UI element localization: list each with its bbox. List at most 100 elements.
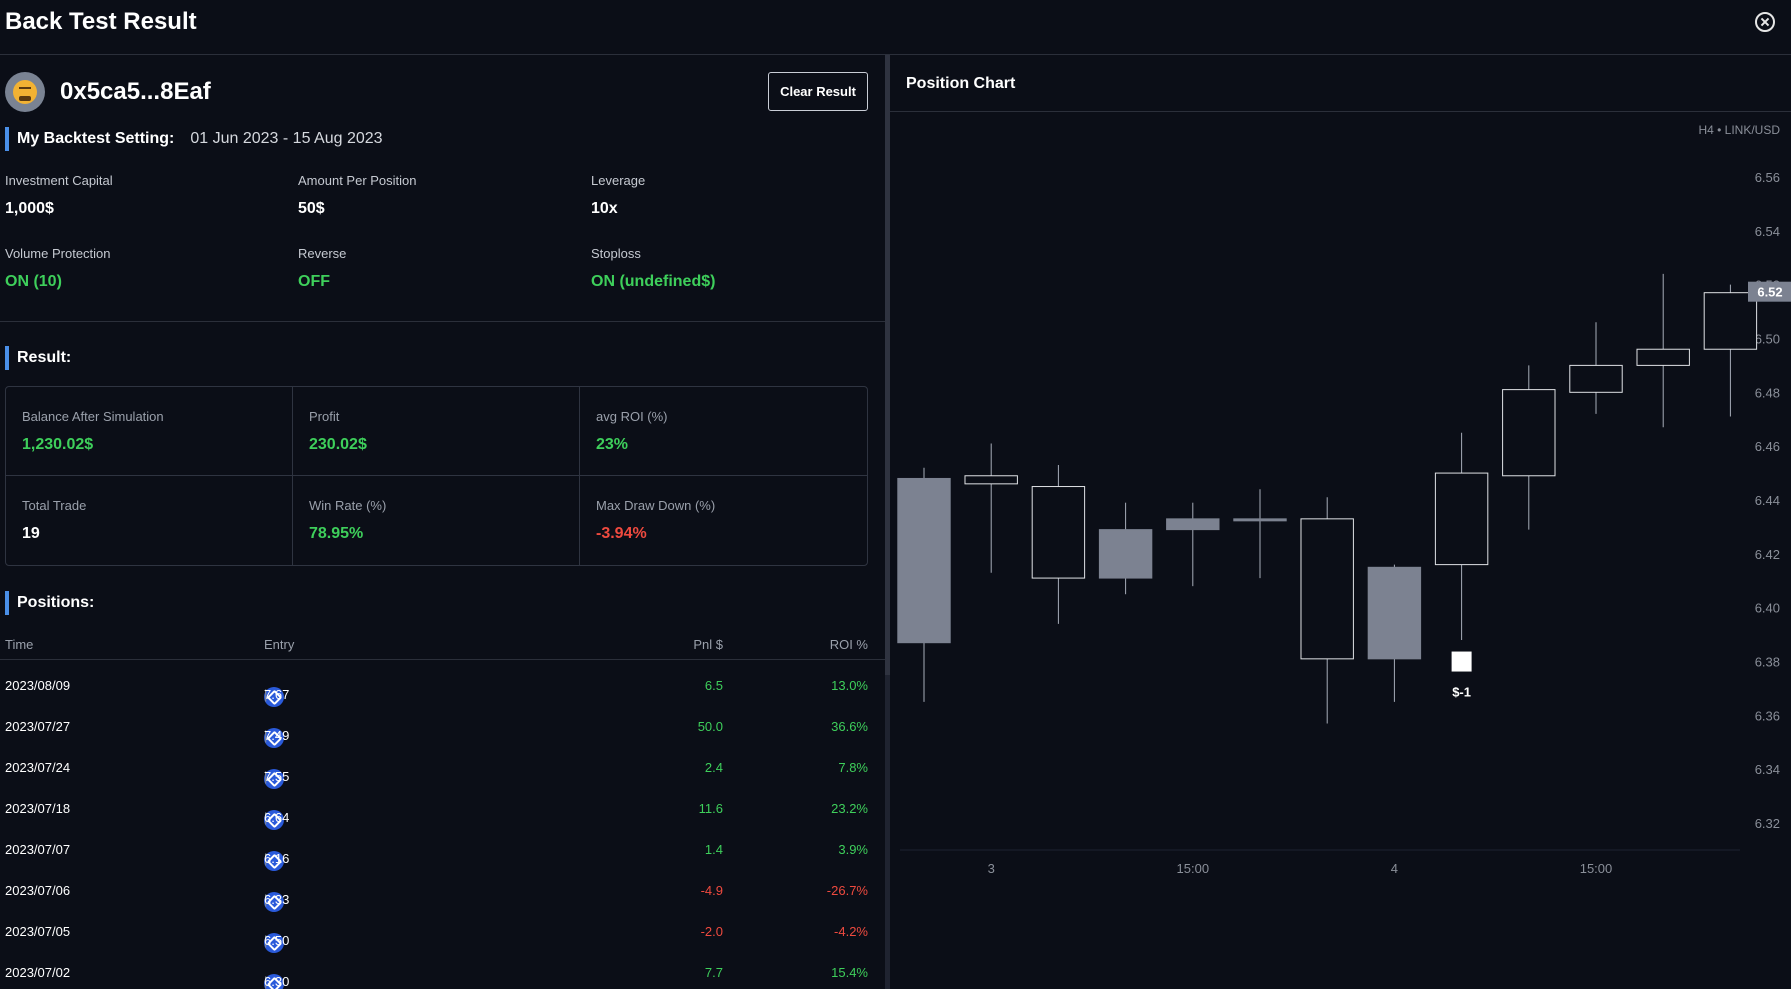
result-value: 230.02$ — [309, 436, 367, 453]
separator: | — [264, 933, 268, 948]
table-row[interactable]: 2023/08/09 L||7.67 6.5 13.0% — [0, 665, 885, 707]
position-roi: 13.0% — [831, 678, 868, 693]
y-tick-label: 6.44 — [1755, 493, 1780, 508]
position-time: 2023/07/27 — [5, 719, 71, 734]
position-time: 2023/07/05 — [5, 924, 71, 939]
result-max-drawdown: Max Draw Down (%) -3.94% — [580, 476, 867, 565]
position-pnl: 50.0 — [697, 719, 723, 734]
position-entry-price: 6.16 — [264, 851, 290, 866]
position-chart[interactable]: H4 • LINK/USD 6.32 6.34 6.36 6.38 6.40 6.42 6.4… — [890, 55, 1791, 989]
separator: | — [264, 687, 268, 702]
avatar — [5, 72, 45, 112]
backtest-date-range: 01 Jun 2023 - 15 Aug 2023 — [190, 130, 383, 147]
column-roi: ROI % — [829, 637, 868, 652]
positions-table-header: Time Entry Pnl $ ROI % — [0, 630, 885, 660]
account-address: 0x5ca5...8Eaf — [60, 78, 211, 105]
candle-body — [1434, 472, 1489, 566]
chart-title: Position Chart — [906, 75, 1016, 92]
left-panel-scrollbar[interactable] — [885, 55, 890, 675]
section-divider — [0, 321, 885, 322]
column-time: Time — [5, 637, 34, 652]
separator: | — [264, 728, 268, 743]
backtest-setting-title: My Backtest Setting: — [17, 130, 175, 147]
chainlink-icon — [264, 687, 284, 707]
result-title: Result: — [17, 349, 72, 366]
chainlink-icon — [264, 851, 284, 871]
position-roi: -26.7% — [826, 883, 868, 898]
clear-result-button[interactable]: Clear Result — [768, 72, 868, 111]
right-panel: Position Chart H4 • LINK/USD 6.32 6.34 6.36… — [890, 55, 1791, 989]
table-row[interactable]: 2023/07/24 L||7.55 2.4 7.8% — [0, 747, 885, 789]
y-tick-label: 6.56 — [1755, 170, 1780, 185]
setting-value: ON (undefined$) — [591, 273, 716, 290]
position-entry-price: 6.50 — [264, 933, 290, 948]
table-row[interactable]: 2023/07/02 L||6.30 7.7 15.4% — [0, 952, 885, 989]
last-price-label: 6.52 — [1757, 285, 1782, 300]
position-entry: L||6.30 — [264, 961, 289, 989]
position-time: 2023/07/24 — [5, 760, 71, 775]
position-pnl: 6.5 — [704, 678, 723, 693]
separator: | — [264, 892, 268, 907]
setting-label: Amount Per Position — [298, 173, 417, 188]
positions-title: Positions: — [17, 594, 95, 611]
candle-body — [1031, 486, 1086, 579]
column-entry: Entry — [264, 637, 295, 652]
positions-header: Positions: — [5, 591, 94, 615]
result-avg-roi: avg ROI (%) 23% — [580, 387, 867, 476]
setting-investment-capital: Investment Capital 1,000$ — [5, 173, 113, 218]
chainlink-icon — [264, 810, 284, 830]
table-row[interactable]: 2023/07/07 L||6.16 1.4 3.9% — [0, 829, 885, 871]
candle-body — [897, 477, 951, 644]
column-pnl: Pnl $ — [693, 637, 723, 652]
result-label: Max Draw Down (%) — [596, 498, 716, 513]
position-roi: 36.6% — [831, 719, 868, 734]
table-row[interactable]: 2023/07/18 L||6.64 11.6 23.2% — [0, 788, 885, 830]
setting-value: ON (10) — [5, 273, 62, 290]
result-profit: Profit 230.02$ — [293, 387, 580, 476]
setting-amount-per-position: Amount Per Position 50$ — [298, 173, 417, 218]
separator: | — [264, 769, 268, 784]
position-entry: L||6.64 — [264, 797, 289, 830]
candle-body — [1636, 348, 1690, 366]
candle-body — [1166, 518, 1220, 531]
position-entry-price: 7.49 — [264, 728, 290, 743]
position-time: 2023/07/07 — [5, 842, 71, 857]
y-tick-label: 6.46 — [1755, 439, 1780, 454]
candle-body — [1703, 292, 1758, 350]
result-value: 1,230.02$ — [22, 436, 94, 453]
setting-label: Volume Protection — [5, 246, 111, 261]
trade-marker-label: $-1 — [1452, 685, 1471, 700]
setting-label: Investment Capital — [5, 173, 113, 188]
setting-stoploss: Stoploss ON (undefined$) — [591, 246, 715, 291]
result-value: -3.94% — [596, 525, 647, 542]
separator: | — [264, 851, 268, 866]
result-header: Result: — [5, 346, 71, 370]
position-entry-price: 6.64 — [264, 810, 290, 825]
close-icon[interactable] — [1755, 12, 1775, 32]
position-entry-price: 7.55 — [264, 769, 290, 784]
setting-label: Stoploss — [591, 246, 641, 261]
setting-reverse: Reverse OFF — [298, 246, 346, 291]
position-entry: L||6.33 — [264, 879, 289, 912]
position-entry: L||6.16 — [264, 838, 289, 871]
last-price-tag — [1748, 281, 1791, 302]
candle-body — [1367, 566, 1422, 660]
y-tick-label: 6.34 — [1755, 762, 1780, 777]
table-row[interactable]: 2023/07/06 L||6.33 -4.9 -26.7% — [0, 870, 885, 912]
table-row[interactable]: 2023/07/05 L||6.50 -2.0 -4.2% — [0, 911, 885, 953]
table-row[interactable]: 2023/07/27 L||7.49 50.0 36.6% — [0, 706, 885, 748]
y-tick-label: 6.36 — [1755, 708, 1780, 723]
candle-body — [1300, 518, 1354, 660]
position-roi: -4.2% — [834, 924, 868, 939]
position-entry: L||7.49 — [264, 715, 289, 748]
chainlink-icon — [264, 769, 284, 789]
position-entry: L||6.50 — [264, 920, 289, 953]
setting-value: OFF — [298, 273, 330, 290]
position-entry-price: 7.67 — [264, 687, 290, 702]
position-pnl: -4.9 — [700, 883, 723, 898]
candle-body — [964, 475, 1018, 485]
separator: | — [264, 810, 268, 825]
position-roi: 3.9% — [838, 842, 868, 857]
chart-divider — [890, 111, 1791, 112]
position-pnl: 11.6 — [698, 801, 723, 816]
